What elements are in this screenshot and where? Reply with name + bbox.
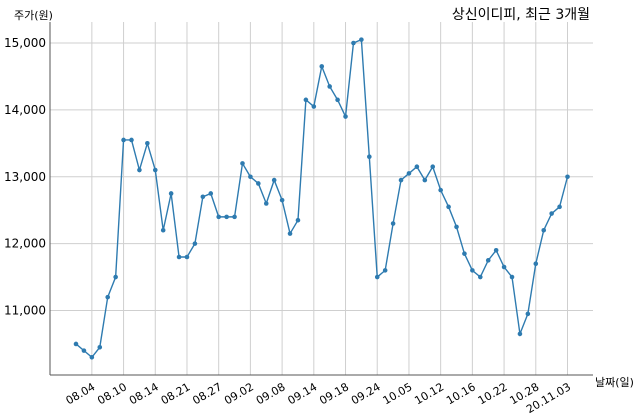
x-tick-label: 10.16 xyxy=(444,380,478,407)
data-point xyxy=(240,161,245,166)
x-tick-label: 09.08 xyxy=(254,380,288,407)
x-tick-label: 10.12 xyxy=(412,380,446,407)
data-point xyxy=(256,181,261,186)
x-tick-label: 08.27 xyxy=(190,380,224,407)
data-point xyxy=(478,274,483,280)
data-point xyxy=(390,221,396,226)
x-tick-label: 08.10 xyxy=(95,380,129,407)
data-point xyxy=(485,258,491,263)
data-point xyxy=(525,311,531,317)
data-point xyxy=(557,204,562,210)
data-point xyxy=(208,191,214,196)
data-point xyxy=(81,348,87,353)
data-point xyxy=(89,355,95,360)
x-axis-label: 날짜(일) xyxy=(595,375,634,389)
data-point xyxy=(382,268,388,273)
data-point xyxy=(533,261,539,266)
data-point xyxy=(160,227,166,233)
data-point xyxy=(446,204,451,210)
x-tick-labels: 08.0408.1008.1408.2108.2709.0209.0809.14… xyxy=(64,380,573,414)
data-point xyxy=(319,64,325,69)
data-point xyxy=(541,227,547,233)
data-point xyxy=(287,231,293,236)
data-point xyxy=(398,177,404,183)
data-point xyxy=(462,251,467,256)
y-tick-labels: 11,000 12,000 13,000 14,000 15,000 xyxy=(4,36,46,318)
y-tick-label: 11,000 xyxy=(4,304,46,318)
data-point xyxy=(224,214,229,220)
y-tick-label: 12,000 xyxy=(4,237,46,251)
data-point xyxy=(279,197,285,203)
data-point xyxy=(454,224,459,230)
y-tick-label: 14,000 xyxy=(4,103,46,117)
data-point xyxy=(168,191,174,196)
x-tick-label: 08.14 xyxy=(127,380,161,407)
x-tick-label: 08.21 xyxy=(159,380,193,407)
grid-lines xyxy=(50,22,593,375)
data-point xyxy=(493,248,499,253)
data-point xyxy=(121,137,126,143)
data-point xyxy=(216,214,221,220)
data-point xyxy=(303,97,309,103)
data-point xyxy=(501,264,507,270)
data-point xyxy=(271,177,277,183)
axes xyxy=(49,22,593,376)
data-point xyxy=(422,177,428,183)
data-point xyxy=(343,114,348,119)
x-tick-label: 09.24 xyxy=(349,380,383,407)
x-tick-label: 09.18 xyxy=(317,380,351,407)
data-point xyxy=(509,274,515,280)
chart-title: 상신이디피, 최근 3개월 xyxy=(452,7,590,23)
data-point xyxy=(152,167,158,173)
data-point xyxy=(327,84,332,89)
data-point xyxy=(517,331,523,337)
data-point xyxy=(192,241,198,246)
x-tick-label: 10.05 xyxy=(381,380,415,407)
data-point xyxy=(295,217,301,223)
data-point xyxy=(184,254,190,260)
data-point xyxy=(406,171,412,176)
data-point xyxy=(351,40,356,46)
data-point xyxy=(430,164,436,170)
x-tick-label: 09.02 xyxy=(222,380,256,407)
y-tick-label: 15,000 xyxy=(4,36,46,50)
x-tick-label: 08.04 xyxy=(64,380,98,407)
data-point xyxy=(335,97,340,103)
data-point xyxy=(129,137,134,143)
data-point xyxy=(374,274,380,280)
data-point xyxy=(145,141,150,146)
data-point xyxy=(200,194,206,200)
y-tick-label: 13,000 xyxy=(4,170,46,184)
data-point xyxy=(470,268,475,273)
data-point xyxy=(549,211,554,216)
data-point xyxy=(105,294,111,300)
data-point xyxy=(263,201,269,206)
price-line xyxy=(75,38,569,359)
data-point xyxy=(113,274,118,280)
x-tick-label: 10.22 xyxy=(476,380,510,407)
data-point xyxy=(73,341,79,347)
data-point xyxy=(565,174,570,180)
data-point xyxy=(414,164,420,170)
data-point xyxy=(311,104,317,109)
data-point xyxy=(359,37,364,42)
data-point xyxy=(176,254,182,260)
data-point xyxy=(248,174,253,180)
y-axis-label: 주가(원) xyxy=(14,9,53,22)
data-point xyxy=(232,214,237,220)
data-point xyxy=(367,154,372,159)
x-tick-label: 09.14 xyxy=(286,380,320,407)
data-point xyxy=(97,344,103,350)
price-series xyxy=(73,37,570,360)
data-point xyxy=(438,187,443,193)
data-point xyxy=(137,167,142,173)
